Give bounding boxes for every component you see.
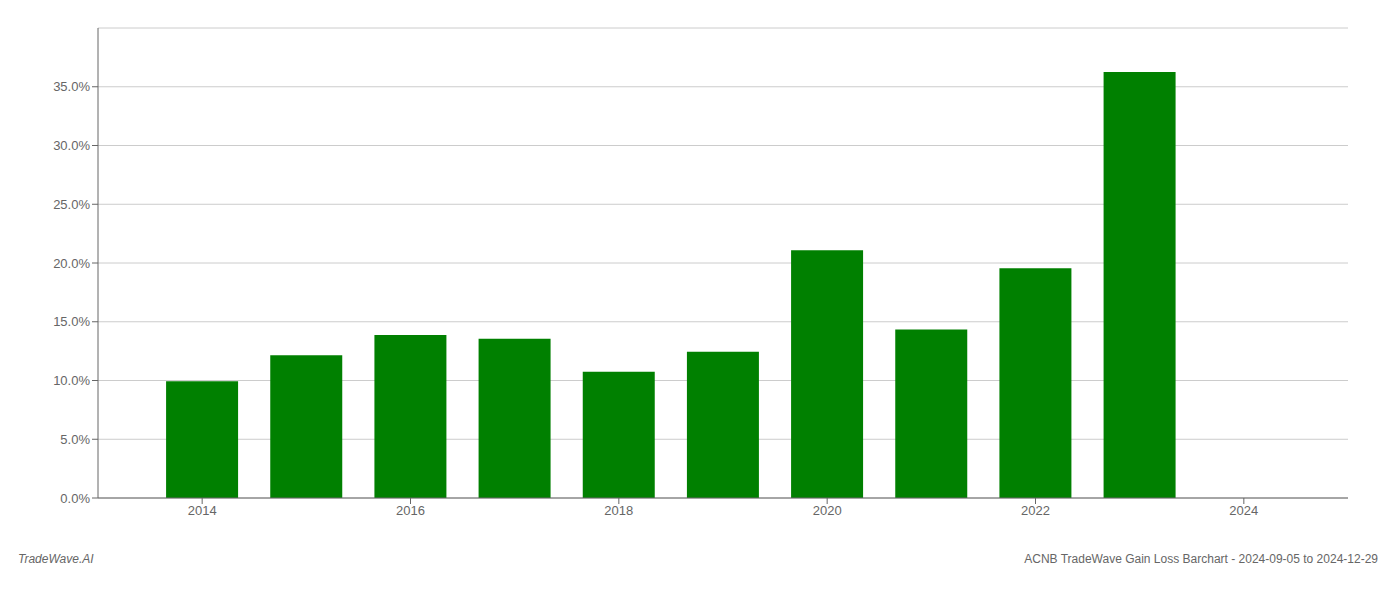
svg-text:30.0%: 30.0% — [53, 138, 90, 153]
svg-text:2020: 2020 — [813, 503, 842, 518]
svg-text:15.0%: 15.0% — [53, 314, 90, 329]
svg-text:0.0%: 0.0% — [60, 491, 90, 506]
svg-text:2022: 2022 — [1021, 503, 1050, 518]
svg-text:2018: 2018 — [604, 503, 633, 518]
html-text:TradeWave.AI: TradeWave.AI — [18, 552, 94, 566]
html-text:ACNB TradeWave Gain Loss Barch: ACNB TradeWave Gain Loss Barchart - 2024… — [1024, 552, 1378, 566]
svg-text:10.0%: 10.0% — [53, 373, 90, 388]
svg-text:2014: 2014 — [188, 503, 217, 518]
svg-text:5.0%: 5.0% — [60, 432, 90, 447]
svg-text:2024: 2024 — [1229, 503, 1258, 518]
svg-text:35.0%: 35.0% — [53, 79, 90, 94]
svg-text:25.0%: 25.0% — [53, 197, 90, 212]
svg-text:20.0%: 20.0% — [53, 256, 90, 271]
svg-text:2016: 2016 — [396, 503, 425, 518]
